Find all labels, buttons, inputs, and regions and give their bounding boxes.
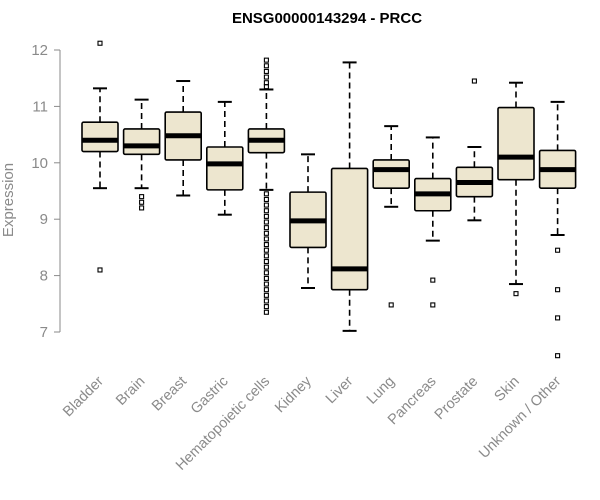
- outlier-point: [263, 225, 269, 231]
- outlier-point: [263, 196, 269, 203]
- box-prostate: [455, 78, 494, 222]
- outlier-point: [388, 302, 394, 308]
- outlier-point: [263, 57, 269, 63]
- box-pancreas: [413, 136, 452, 308]
- y-axis-label: Expression: [0, 163, 17, 237]
- box-gastric: [206, 100, 244, 216]
- outlier-point: [263, 281, 269, 287]
- box-iqr: [330, 167, 369, 291]
- outlier-point: [430, 277, 436, 283]
- outlier-point: [263, 219, 269, 225]
- y-tick-label: 7: [40, 324, 48, 341]
- outlier-point: [471, 78, 477, 84]
- outlier-point: [555, 315, 561, 321]
- outlier-point: [263, 68, 269, 74]
- x-category-label: Liver: [323, 373, 357, 407]
- x-category-label: Lung: [364, 374, 398, 408]
- outlier-point: [555, 353, 561, 359]
- y-tick-label: 11: [32, 98, 48, 115]
- outlier-point: [555, 287, 561, 293]
- outlier-point: [97, 40, 103, 46]
- chart-title: ENSG00000143294 - PRCC: [232, 10, 422, 27]
- outlier-point: [263, 202, 269, 208]
- outlier-point: [263, 242, 269, 248]
- box-lung: [372, 125, 411, 308]
- box-kidney: [289, 153, 327, 290]
- outlier-point: [263, 230, 269, 236]
- outlier-point: [263, 304, 269, 310]
- outlier-point: [263, 208, 269, 214]
- x-category-label: Brain: [113, 374, 148, 409]
- outlier-point: [263, 270, 269, 276]
- outlier-point: [263, 74, 269, 80]
- box-liver: [330, 61, 369, 332]
- box-iqr: [206, 146, 244, 191]
- outlier-point: [513, 291, 519, 297]
- y-axis: 7 8 9 10 11 12: [31, 42, 61, 341]
- outlier-point: [263, 309, 269, 315]
- outlier-point: [555, 247, 561, 253]
- boxes-group: [81, 40, 577, 359]
- outlier-point: [263, 213, 269, 219]
- box-unknown-other: [538, 100, 577, 359]
- outlier-point: [263, 84, 269, 90]
- x-category-label: Skin: [492, 374, 523, 405]
- outlier-point: [263, 275, 269, 281]
- box-iqr: [497, 106, 535, 181]
- outlier-point: [97, 267, 103, 273]
- x-category-label: Prostate: [432, 374, 481, 423]
- outlier-point: [263, 298, 269, 304]
- outlier-point: [263, 258, 269, 265]
- box-brain: [122, 98, 161, 211]
- x-category-label: Breast: [149, 374, 190, 415]
- y-tick-label: 10: [31, 155, 48, 172]
- outlier-point: [263, 191, 269, 197]
- y-tick-label: 9: [40, 211, 48, 228]
- y-tick-label: 8: [40, 268, 48, 285]
- outlier-point: [139, 205, 145, 211]
- box-iqr: [372, 159, 411, 189]
- outlier-point: [263, 236, 269, 242]
- outlier-point: [263, 287, 269, 293]
- x-category-label: Kidney: [272, 373, 315, 416]
- outlier-point: [139, 199, 145, 205]
- outlier-point: [263, 264, 269, 270]
- box-breast: [164, 80, 202, 197]
- box-hematopoietic-cells: [247, 57, 286, 315]
- outlier-point: [263, 63, 269, 69]
- box-iqr: [122, 128, 161, 156]
- box-bladder: [81, 40, 119, 273]
- box-iqr: [81, 121, 119, 153]
- outlier-point: [263, 292, 269, 298]
- outlier-point: [430, 302, 436, 308]
- x-category-label: Bladder: [60, 373, 107, 420]
- outlier-point: [263, 253, 269, 259]
- y-tick-label: 12: [31, 42, 48, 59]
- outlier-point: [263, 247, 269, 253]
- outlier-point: [139, 194, 145, 200]
- box-skin: [497, 81, 535, 297]
